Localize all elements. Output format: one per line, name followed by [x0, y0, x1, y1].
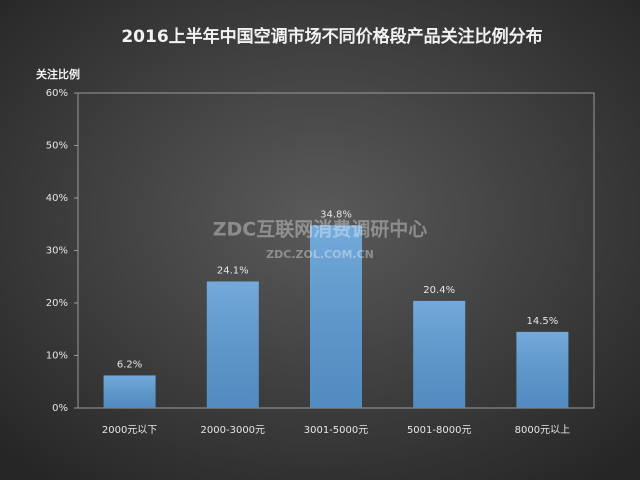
- x-tick-label: 8000元以上: [515, 424, 570, 436]
- y-tick-label: 0%: [52, 403, 68, 414]
- x-tick-label: 2000元以下: [102, 425, 157, 436]
- value-label: 14.5%: [527, 316, 559, 327]
- y-tick-label: 50%: [46, 141, 68, 152]
- watermark: ZDC互联网消费调研中心: [213, 218, 428, 241]
- bar-shade: [206, 281, 259, 408]
- value-label: 24.1%: [217, 265, 249, 276]
- value-label: 34.8%: [320, 209, 352, 220]
- y-tick-label: 40%: [46, 193, 68, 204]
- bar-shade: [310, 225, 362, 408]
- bar-shade: [413, 300, 466, 408]
- x-tick-label: 2000-3000元: [201, 425, 266, 436]
- y-tick-label: 60%: [46, 88, 68, 99]
- bar-shade: [516, 331, 569, 408]
- watermark-url: ZDC.ZOL.COM.CN: [266, 248, 374, 261]
- value-label: 20.4%: [423, 285, 455, 296]
- x-tick-label: 3001-5000元: [304, 425, 369, 436]
- y-tick-label: 20%: [46, 298, 68, 309]
- y-tick-label: 30%: [46, 246, 68, 257]
- y-tick-label: 10%: [46, 351, 68, 362]
- value-label: 6.2%: [117, 359, 142, 370]
- chart-title: 2016上半年中国空调市场不同价格段产品关注比例分布: [121, 26, 542, 47]
- bar-shade: [103, 375, 156, 408]
- x-tick-label: 5001-8000元: [407, 425, 472, 436]
- y-axis-label: 关注比例: [36, 67, 80, 81]
